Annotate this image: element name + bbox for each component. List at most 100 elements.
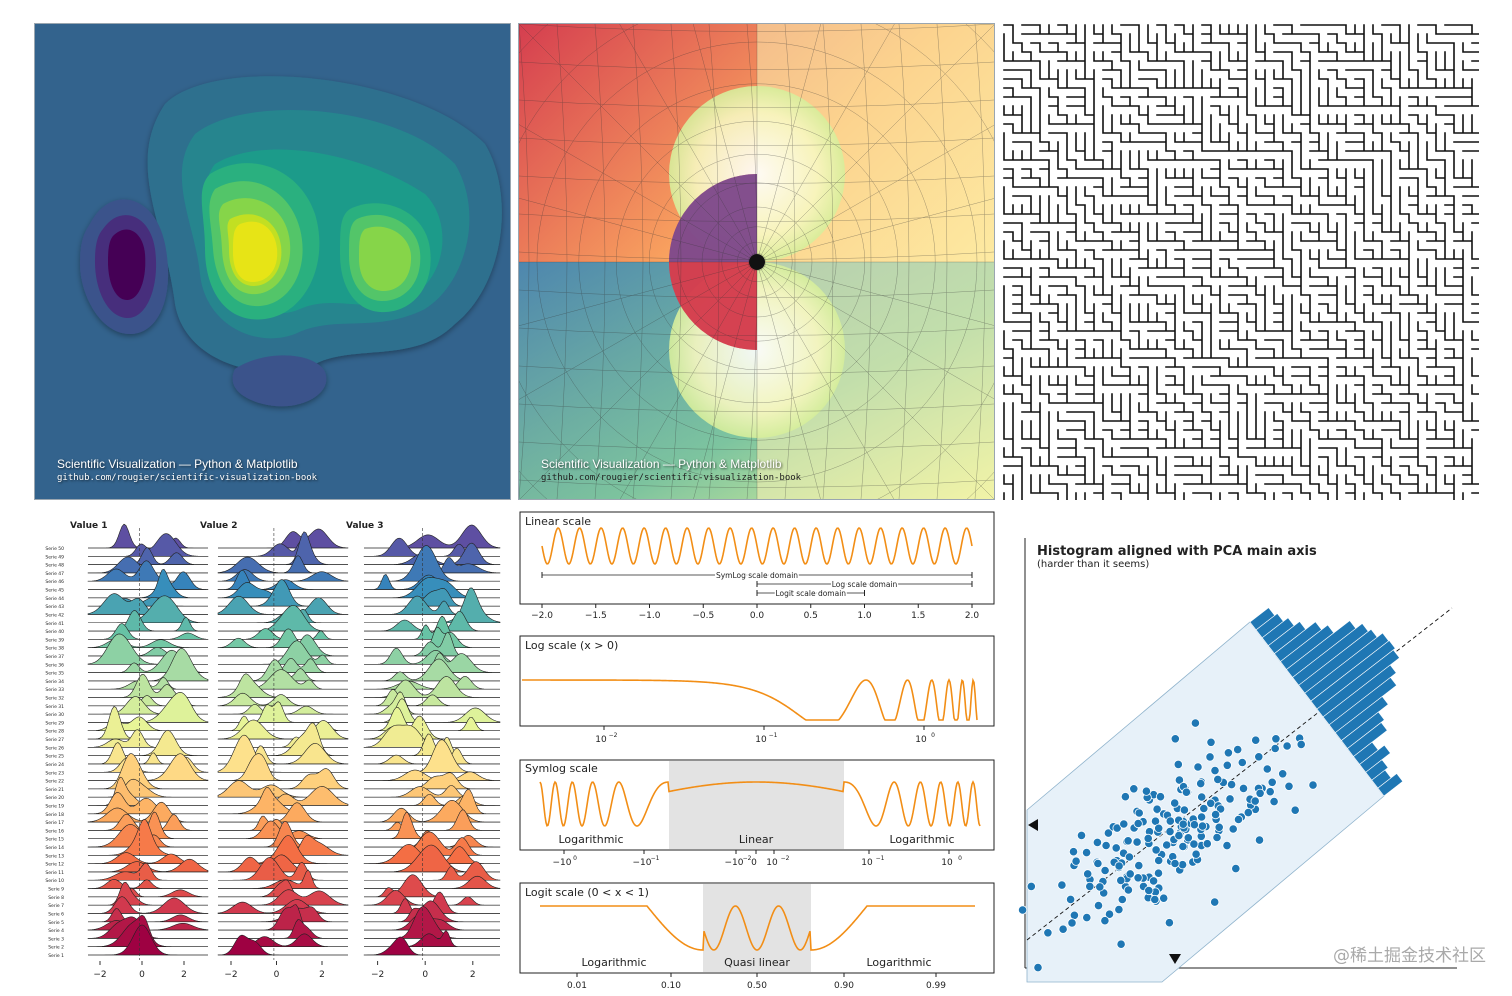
pca-point-129 <box>1199 803 1209 814</box>
pca-point-124 <box>1197 821 1208 831</box>
pca-point-93 <box>1085 881 1095 891</box>
linear-tick-1: −2.0 <box>531 611 553 621</box>
pca-point-183 <box>1125 869 1135 879</box>
pca-point-172 <box>1132 837 1142 847</box>
ridge-series-label-13: Serie 38 <box>45 646 64 652</box>
ridge-series-label-29: Serie 22 <box>45 779 64 785</box>
pca-point-182 <box>1116 875 1126 885</box>
ridge-series-label-37: Serie 14 <box>45 845 64 851</box>
pca-point-5 <box>1058 924 1068 934</box>
maze-panel <box>1002 23 1479 500</box>
pca-point-143 <box>1243 807 1253 818</box>
pca-hist-bar-12 <box>1316 649 1400 718</box>
pca-point-189 <box>1205 752 1215 762</box>
pca-point-13 <box>1233 745 1243 755</box>
pca-hist-bar-15 <box>1334 696 1389 742</box>
pca-point-135 <box>1092 837 1103 847</box>
ridge-series-label-22: Serie 29 <box>45 720 64 726</box>
ridge-series-label-43: Serie 8 <box>48 895 64 901</box>
ridge-series-label-33: Serie 18 <box>45 812 64 818</box>
pca-point-153 <box>1095 882 1105 892</box>
pca-point-50 <box>1134 860 1144 871</box>
ridge-series-label-20: Serie 31 <box>45 704 64 710</box>
pca-point-149 <box>1071 856 1081 866</box>
pca-point-87 <box>1120 792 1131 802</box>
log-tick-exp-2: −1 <box>769 732 778 739</box>
pca-point-167 <box>1117 894 1127 905</box>
pca-point-195 <box>1170 734 1180 744</box>
logit-region-2: Quasi linear <box>724 956 790 969</box>
pca-hist-bar-13 <box>1322 664 1397 726</box>
symlog-tick-2: −10 <box>633 858 652 868</box>
pca-point-90 <box>1284 781 1294 791</box>
pca-point-95 <box>1093 900 1104 911</box>
pca-point-104 <box>1067 918 1077 928</box>
ridge-series-label-4: Serie 47 <box>45 571 64 577</box>
ridge-series-label-26: Serie 25 <box>45 754 64 760</box>
annot-label-3: Logit scale domain <box>775 589 846 598</box>
scale-box-3 <box>519 759 995 851</box>
pca-point-112 <box>1133 873 1143 883</box>
pca-point-187 <box>1211 809 1221 820</box>
credit-title-2: Scientific Visualization — Python & Matp… <box>541 457 782 471</box>
pca-point-92 <box>1076 830 1087 840</box>
pca-point-162 <box>1150 894 1160 905</box>
pca-hist-bar-20 <box>1365 759 1389 781</box>
symlog-tick-exp-3: −2 <box>743 855 752 862</box>
ridge-series-label-46: Serie 5 <box>48 920 64 926</box>
pca-point-16 <box>1101 840 1111 851</box>
pca-hist-bar-16 <box>1340 711 1385 749</box>
pca-hist-bar-11 <box>1310 640 1396 710</box>
pca-point-171 <box>1149 876 1159 886</box>
logit-tick-4: 0.90 <box>834 981 854 991</box>
ridge-3-42 <box>364 875 501 889</box>
pca-point-154 <box>1144 885 1154 896</box>
contour-panel: Scientific Visualization — Python & Matp… <box>34 23 511 500</box>
credit-title: Scientific Visualization — Python & Matp… <box>57 457 298 471</box>
pca-point-14 <box>1033 962 1043 973</box>
contour-plot <box>35 24 510 499</box>
pca-hist-bar-14 <box>1328 676 1398 734</box>
pca-point-47 <box>1141 786 1151 796</box>
symlog-tick-exp-5: −2 <box>781 855 790 862</box>
ridge-series-label-11: Serie 40 <box>45 629 64 635</box>
pca-point-30 <box>1178 860 1188 870</box>
linear-title: Linear scale <box>525 515 591 528</box>
ridge-series-label-6: Serie 45 <box>45 588 64 594</box>
pca-point-113 <box>1151 845 1161 855</box>
log-curve <box>522 677 978 721</box>
pca-point-82 <box>1193 762 1203 772</box>
ridge-1-38 <box>87 818 208 856</box>
pca-point-49 <box>1254 835 1265 845</box>
symlog-tick-3: −10 <box>725 858 744 868</box>
pca-point-190 <box>1189 820 1199 830</box>
pca-point-28 <box>1267 777 1277 787</box>
ridge-series-label-7: Serie 44 <box>45 596 64 602</box>
symlog-tick-exp-6: −1 <box>876 855 885 862</box>
symlog-curve <box>539 780 981 828</box>
linear-tick-5: 0.0 <box>750 611 765 621</box>
ridge-series-label-1: Serie 50 <box>45 546 64 552</box>
symlog-tick-1: −10 <box>553 858 572 868</box>
pca-point-157 <box>1154 855 1164 866</box>
symlog-region-1: Logarithmic <box>558 833 623 846</box>
pca-point-42 <box>1206 798 1216 808</box>
symlog-tick-7: 10 <box>941 858 953 868</box>
ridge-series-label-21: Serie 30 <box>45 712 64 718</box>
pca-band <box>1026 621 1385 983</box>
pca-title: Histogram aligned with PCA main axis <box>1037 544 1317 559</box>
log-tick-3: 10 <box>915 735 927 745</box>
logit-region-1: Logarithmic <box>581 956 646 969</box>
pca-point-185 <box>1191 849 1201 859</box>
pca-point-103 <box>1254 752 1264 762</box>
log-tick-exp-3: 0 <box>931 732 935 739</box>
ridge-series-label-25: Serie 26 <box>45 745 64 751</box>
ridge-series-label-39: Serie 12 <box>45 862 64 868</box>
pca-point-200 <box>1225 794 1235 804</box>
ridge-series-label-5: Serie 46 <box>45 579 64 585</box>
pca-point-12 <box>1269 796 1279 807</box>
linear-curve <box>541 527 973 565</box>
ridge-series-label-3: Serie 48 <box>45 563 64 569</box>
pca-point-193 <box>1296 739 1306 749</box>
pca-hist-bar-19 <box>1359 744 1391 773</box>
